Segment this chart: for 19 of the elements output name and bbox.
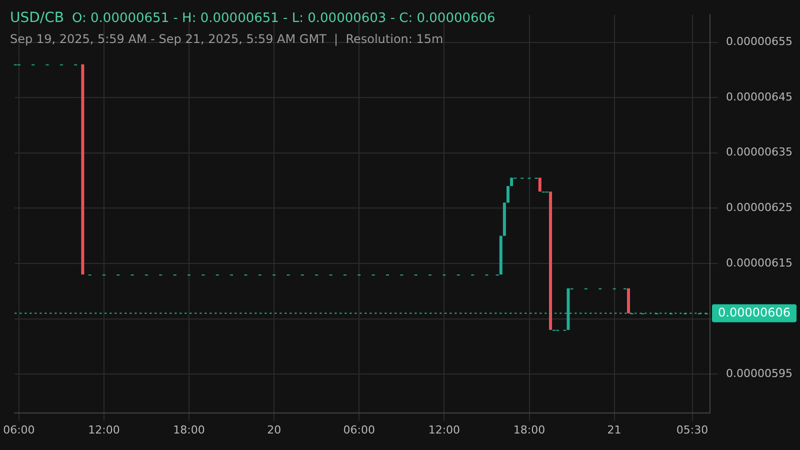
x-tick-label: 21 xyxy=(607,423,622,436)
y-tick-label: 0.00000595 xyxy=(726,366,792,380)
ref-line-label: 0.00000606 xyxy=(718,305,791,320)
x-tick-label: 18:00 xyxy=(513,423,546,436)
x-tick-label: 12:00 xyxy=(428,423,460,436)
y-tick-label: 0.00000655 xyxy=(726,35,792,48)
chart-title: USD/CB xyxy=(10,10,64,26)
x-tick-label: 05:30 xyxy=(676,423,708,436)
y-tick-label: 0.00000625 xyxy=(726,201,792,214)
x-tick-label: 18:00 xyxy=(173,423,205,436)
x-tick-label: 20 xyxy=(267,423,282,436)
annotation: O: 0.00000651 - H: 0.00000651 - L: 0.00000603 - C: 0.00000606 xyxy=(72,11,496,26)
text: Sep 19, 2025, 5:59 AM - Sep 21, 2025, 5:59 AM GMT | Resolution: 15m xyxy=(10,32,444,46)
y-tick-label: 0.00000615 xyxy=(726,256,792,270)
y-tick-label: 0.00000635 xyxy=(726,146,792,159)
y-tick-label: 0.00000645 xyxy=(726,90,792,104)
x-tick-label: 06:00 xyxy=(343,423,375,436)
x-tick-label: 06:00 xyxy=(3,423,35,436)
x-tick-label: 12:00 xyxy=(88,423,120,436)
